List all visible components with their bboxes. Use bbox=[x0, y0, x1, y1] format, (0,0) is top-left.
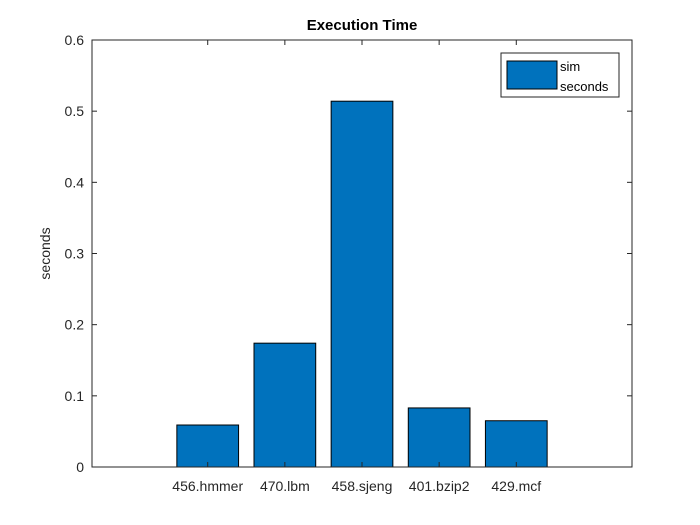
bar-456.hmmer bbox=[176, 424, 240, 468]
y-tick-label: 0.6 bbox=[65, 32, 85, 48]
legend-label-line-1: sim bbox=[560, 59, 580, 74]
chart-title: Execution Time bbox=[307, 17, 418, 34]
legend-swatch bbox=[506, 60, 558, 90]
bar-401.bzip2 bbox=[407, 407, 471, 468]
bar-429.mcf bbox=[484, 420, 548, 468]
y-tick-label: 0.3 bbox=[65, 246, 85, 262]
x-tick-label: 429.mcf bbox=[491, 478, 541, 494]
bar-470.lbm bbox=[253, 342, 317, 468]
y-tick-label: 0.2 bbox=[65, 317, 85, 333]
y-tick-label: 0.4 bbox=[65, 174, 85, 190]
y-axis-title: seconds bbox=[37, 227, 53, 279]
x-tick-label: 456.hmmer bbox=[172, 478, 243, 494]
y-tick-label: 0.1 bbox=[65, 388, 85, 404]
bar-458.sjeng bbox=[330, 100, 394, 468]
plot-frame bbox=[91, 39, 633, 468]
legend: sim seconds bbox=[500, 52, 620, 98]
y-tick-label: 0 bbox=[76, 459, 84, 475]
x-tick-label: 401.bzip2 bbox=[409, 478, 470, 494]
y-axis-ticks: 0 0.1 0.2 0.3 0.4 0.5 0.6 bbox=[65, 32, 632, 475]
y-tick-label: 0.5 bbox=[65, 103, 85, 119]
x-tick-label: 458.sjeng bbox=[332, 478, 393, 494]
legend-label-line-2: seconds bbox=[560, 79, 609, 94]
x-tick-label: 470.lbm bbox=[260, 478, 310, 494]
x-axis-ticks: 456.hmmer 470.lbm 458.sjeng 401.bzip2 429.mc… bbox=[172, 40, 541, 494]
